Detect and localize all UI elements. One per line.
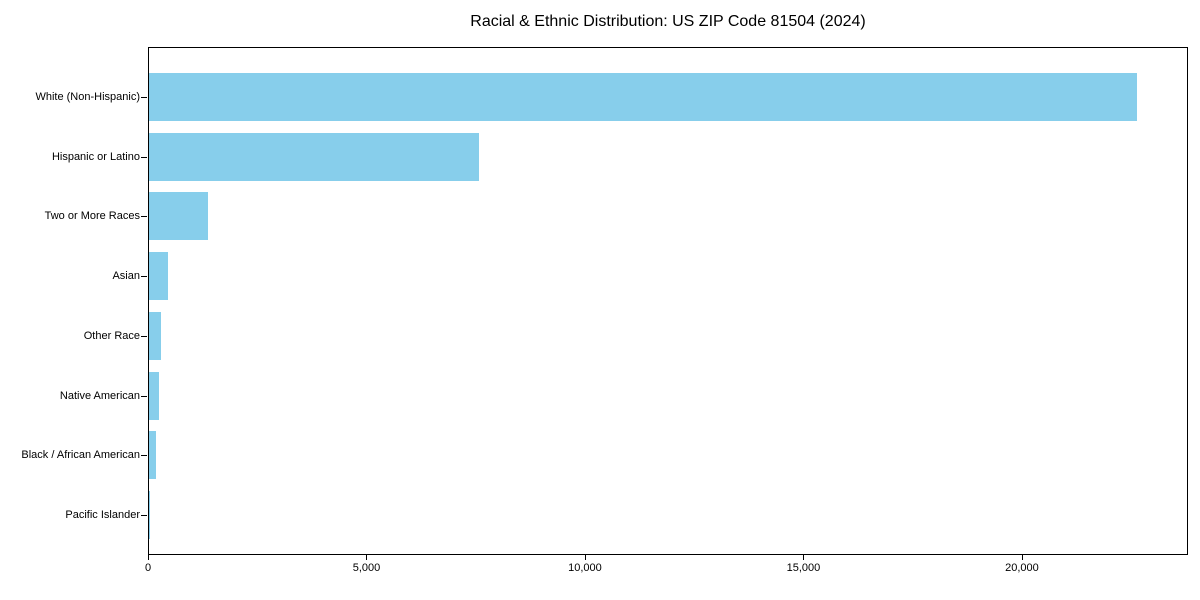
y-tick-mark [141, 395, 147, 397]
bar-other-race [149, 311, 162, 360]
y-tick-label: Two or More Races [44, 210, 140, 223]
y-tick-mark [141, 156, 147, 158]
x-tick-label: 15,000 [786, 562, 821, 574]
y-tick-mark [141, 455, 147, 457]
x-tick-mark [584, 555, 586, 560]
bar-black-african-american [149, 431, 157, 480]
x-tick-label: 10,000 [568, 562, 602, 574]
y-tick-label: Black / African American [21, 449, 140, 462]
bar-two-or-more-races [149, 192, 208, 241]
y-tick-label: Asian [112, 270, 140, 283]
x-tick-label: 0 [144, 562, 152, 574]
chart-title: Racial & Ethnic Distribution: US ZIP Cod… [470, 13, 866, 30]
x-tick-label: 5,000 [352, 562, 381, 574]
bar-white-non-hispanic [149, 73, 1137, 121]
x-tick-mark [148, 555, 149, 560]
y-tick-mark [141, 514, 147, 516]
y-tick-label: White (Non-Hispanic) [35, 91, 140, 103]
y-tick-mark [141, 216, 147, 218]
y-tick-mark [141, 335, 147, 337]
y-tick-mark [141, 97, 147, 98]
y-tick-label: Native American [59, 389, 140, 402]
bar-pacific-islander [149, 490, 150, 539]
y-tick-label: Hispanic or Latino [51, 150, 140, 163]
bar-hispanic-or-latino [149, 132, 479, 181]
x-tick-mark [1021, 555, 1023, 560]
y-tick-label: Pacific Islander [65, 508, 140, 521]
y-tick-mark [141, 276, 147, 278]
x-tick-mark [803, 555, 805, 560]
x-tick-label: 20,000 [1005, 562, 1039, 574]
x-tick-mark [366, 555, 368, 560]
bar-asian [149, 252, 168, 301]
y-tick-label: Other Race [83, 329, 140, 342]
bar-native-american [149, 371, 160, 420]
plot-area [148, 47, 1188, 555]
